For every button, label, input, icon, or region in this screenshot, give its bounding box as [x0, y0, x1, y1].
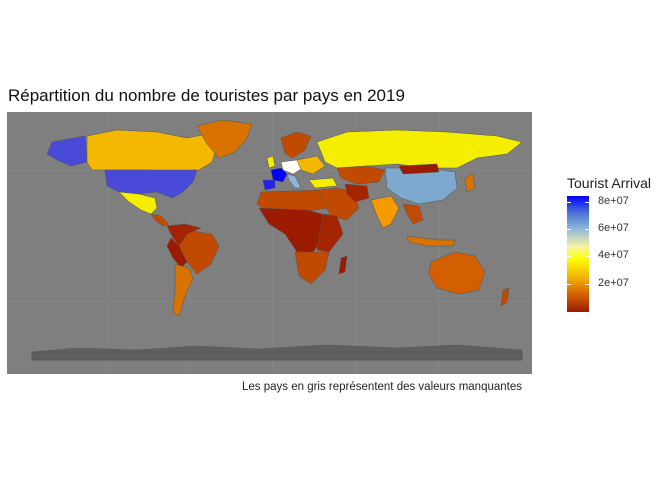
region-mexico — [118, 191, 158, 215]
legend-tick-mark — [567, 284, 571, 285]
region-southeast-asia — [402, 203, 424, 225]
region-usa — [104, 169, 198, 199]
legend-tick-mark — [567, 202, 571, 203]
region-turkey — [308, 177, 338, 189]
world-map — [7, 112, 532, 374]
region-alaska — [46, 135, 88, 167]
region-argentina — [172, 263, 194, 317]
region-italy — [286, 173, 302, 189]
legend-tick-mark — [585, 202, 589, 203]
region-southern-africa — [294, 251, 330, 285]
region-canada — [86, 129, 218, 173]
region-india — [370, 195, 400, 229]
map-caption: Les pays en gris représentent des valeur… — [242, 381, 522, 393]
region-iran — [344, 183, 370, 203]
legend-tick-mark — [585, 229, 589, 230]
region-mongolia — [398, 163, 440, 175]
legend-tick-mark — [567, 229, 571, 230]
region-eastern-europe — [296, 155, 326, 175]
map-title: Répartition du nombre de touristes par p… — [8, 86, 405, 105]
legend-label-4e7: 4e+07 — [598, 249, 629, 261]
legend-label-2e7: 2e+07 — [598, 277, 629, 289]
legend-label-6e7: 6e+07 — [598, 222, 629, 234]
legend-tick-mark — [585, 256, 589, 257]
map-frame-line — [31, 351, 523, 361]
region-east-africa — [316, 213, 344, 253]
region-central-america — [150, 213, 170, 227]
legend-label-8e7: 8e+07 — [598, 195, 629, 207]
region-madagascar — [338, 255, 348, 275]
legend-colorbar — [567, 196, 589, 312]
region-kazakhstan — [336, 165, 386, 185]
region-uk — [266, 155, 276, 169]
legend-tick-mark — [585, 284, 589, 285]
region-central-europe — [280, 159, 304, 175]
region-new-zealand — [500, 287, 510, 307]
region-scandinavia — [280, 131, 312, 159]
region-australia — [428, 251, 486, 295]
region-indonesia — [406, 235, 456, 247]
legend-title: Tourist Arrival — [567, 175, 652, 191]
region-japan — [464, 173, 476, 193]
region-france — [270, 167, 288, 183]
region-greenland — [196, 119, 253, 159]
region-spain — [262, 179, 276, 191]
legend-tick-mark — [567, 256, 571, 257]
region-south-america-north — [166, 223, 202, 247]
